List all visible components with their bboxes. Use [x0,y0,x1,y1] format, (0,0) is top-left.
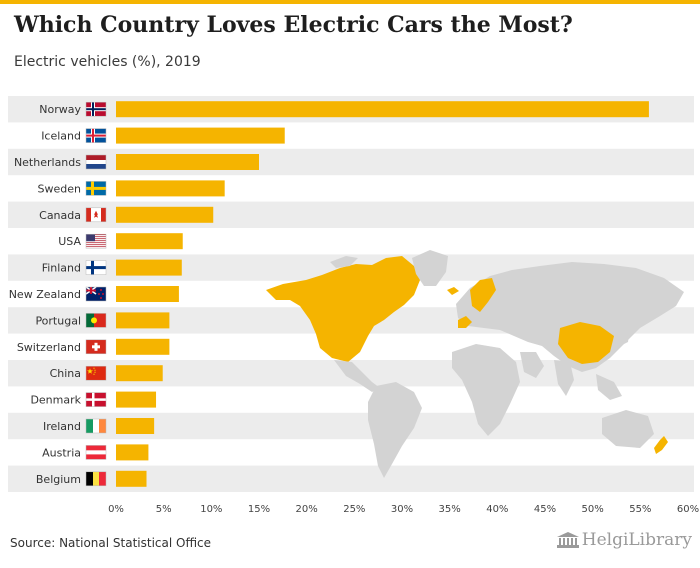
switzerland-flag-icon [85,339,107,355]
map-south-america [368,382,422,478]
netherlands-flag-icon [85,154,107,170]
canada-flag-icon [85,207,107,223]
map-western-europe [458,316,472,328]
row-band [8,201,694,228]
category-label: Canada [39,209,81,222]
category-label: Denmark [30,394,81,407]
bar-ireland [116,418,155,434]
map-greenland [412,250,448,286]
map-north-america [266,256,420,362]
map-africa [452,344,520,436]
source-note: Source: National Statistical Office [10,536,212,550]
map-arctic-islands [330,256,358,268]
belgium-flag-icon [85,471,107,487]
y-axis-labels: Norway Iceland Netherlands Sweden Canada USA F… [9,101,107,487]
x-tick-label: 60% [677,504,699,515]
austria-flag-icon [85,445,107,460]
category-label: Belgium [36,473,81,486]
row-band [8,465,694,492]
category-label: Iceland [41,130,81,143]
category-label: Sweden [38,182,81,195]
top-accent-rule [0,0,700,4]
bar-usa [116,233,183,250]
category-label: Austria [42,446,81,459]
x-tick-label: 55% [629,504,651,515]
x-axis: 0% 5% 10% 15% 20% 25% 30% 35% 40% 45% 50% 55% 60% [108,504,699,515]
helgilibrary-logo[interactable]: HelgiLibrary [556,530,692,550]
library-building-icon [556,532,579,548]
x-tick-label: 30% [391,504,413,515]
bar-sweden [116,180,225,197]
x-tick-label: 45% [534,504,556,515]
map-japan [620,322,630,346]
usa-flag-icon [85,233,107,249]
category-label: USA [58,235,81,248]
x-tick-label: 40% [486,504,508,515]
map-arabia [520,352,544,378]
sweden-flag-icon [85,181,107,196]
bar-austria [116,444,149,461]
denmark-flag-icon [85,392,107,407]
category-label: Switzerland [17,341,81,354]
row-band [8,412,694,440]
bar-canada [116,206,214,223]
map-new-zealand [654,436,668,454]
bar-netherlands [116,154,259,170]
bar-new-zealand [116,286,179,302]
bar-denmark [116,391,157,408]
bar-china [116,365,163,382]
category-label: Portugal [35,314,81,327]
world-map-background [266,250,684,478]
chart-subtitle: Electric vehicles (%), 2019 [14,54,201,70]
bar-norway [116,101,649,118]
bar-belgium [116,470,147,487]
bar-chart: 0% 5% 10% 15% 20% 25% 30% 35% 40% 45% 50% 55% 60% No… [8,96,699,515]
map-eurasia [456,262,684,372]
x-tick-label: 35% [439,504,461,515]
map-southeast-asia [596,374,622,400]
map-central-america [334,360,380,392]
bars-group [116,101,649,487]
x-tick-label: 0% [108,504,124,515]
norway-flag-icon [85,101,107,117]
category-label: Ireland [43,420,81,433]
bar-iceland [116,127,285,144]
x-tick-label: 20% [296,504,318,515]
ireland-flag-icon [85,418,107,434]
category-label: Norway [39,103,81,116]
x-tick-label: 5% [156,504,172,515]
bar-finland [116,259,182,276]
bar-switzerland [116,338,170,355]
map-china [558,322,614,364]
row-band [8,148,694,176]
new-zealand-flag-icon [85,286,107,302]
brand-name: HelgiLibrary [581,530,692,550]
category-label: New Zealand [9,288,81,301]
bar-portugal [116,312,170,329]
x-tick-label: 50% [582,504,604,515]
portugal-flag-icon [85,313,107,328]
iceland-flag-icon [85,128,107,143]
chart-title: Which Country Loves Electric Cars the Mo… [14,12,573,38]
map-australia [602,410,654,448]
finland-flag-icon [85,260,107,275]
map-iceland [447,287,459,295]
x-tick-label: 10% [200,504,222,515]
map-india [554,360,574,396]
category-label: Netherlands [14,156,81,169]
x-tick-label: 15% [248,504,270,515]
x-tick-label: 25% [343,504,365,515]
map-scandinavia [470,278,496,312]
china-flag-icon [85,365,107,381]
category-label: Finland [42,262,81,275]
category-label: China [50,367,81,380]
